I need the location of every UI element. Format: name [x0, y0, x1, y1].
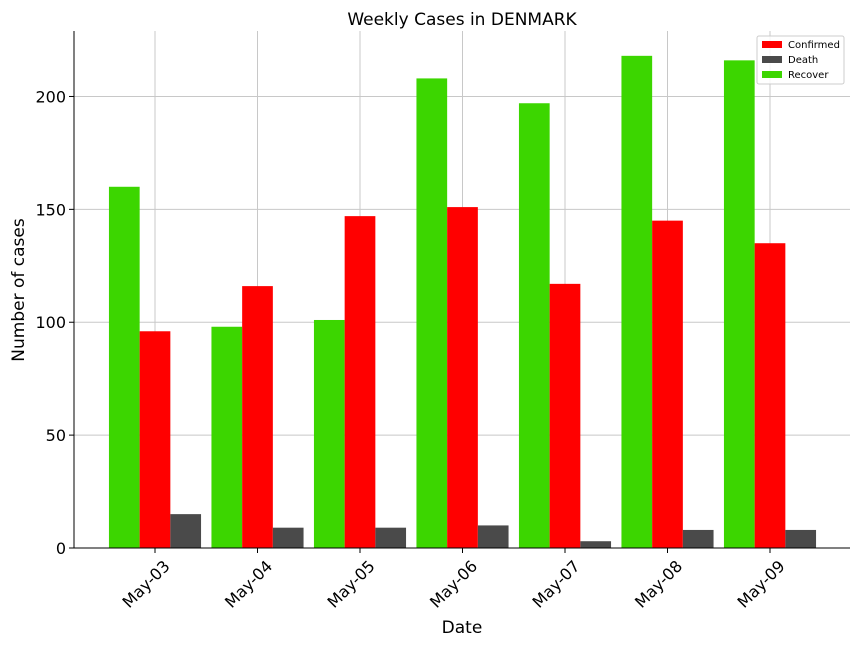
axes	[69, 31, 850, 553]
bar-death-may-04	[272, 527, 304, 548]
bar-death-may-05	[375, 527, 407, 548]
bar-confirmed-may-03	[139, 331, 171, 548]
x-tick-label: May-06	[426, 557, 481, 612]
bar-death-may-08	[682, 529, 714, 548]
bars	[108, 55, 817, 549]
x-tick-label: May-05	[324, 557, 379, 612]
bar-confirmed-may-04	[242, 286, 273, 548]
legend-swatch-confirmed	[762, 41, 782, 48]
bar-death-may-09	[785, 529, 817, 548]
bar-confirmed-may-08	[652, 220, 683, 549]
bar-confirmed-may-06	[447, 207, 478, 548]
bar-recover-may-08	[621, 55, 653, 549]
x-tick-label: May-04	[221, 557, 276, 612]
chart-title: Weekly Cases in DENMARK	[347, 10, 577, 30]
bar-recover-may-06	[416, 78, 448, 549]
y-tick-label: 50	[46, 426, 66, 445]
bar-confirmed-may-09	[754, 243, 786, 549]
x-axis-label: Date	[442, 618, 483, 638]
y-tick-label: 150	[35, 200, 66, 219]
bar-recover-may-07	[518, 103, 550, 549]
x-tick-label: May-09	[734, 557, 789, 612]
legend-swatch-recover	[762, 71, 782, 78]
legend: Confirmed Death Recover	[756, 35, 845, 85]
x-tick-label: May-07	[529, 557, 584, 612]
legend-label-recover: Recover	[788, 70, 829, 81]
y-tick-label: 100	[35, 313, 66, 332]
y-axis-label: Number of cases	[9, 218, 29, 362]
bar-recover-may-04	[211, 326, 243, 548]
bar-death-may-07	[580, 541, 612, 548]
legend-label-death: Death	[788, 55, 818, 66]
bar-recover-may-09	[723, 60, 755, 549]
bar-death-may-03	[170, 514, 202, 548]
legend-label-confirmed: Confirmed	[788, 40, 840, 51]
legend-swatch-death	[762, 56, 782, 63]
bar-confirmed-may-05	[344, 216, 376, 548]
bar-recover-may-03	[108, 186, 140, 549]
bar-recover-may-05	[313, 319, 345, 548]
bar-death-may-06	[477, 525, 509, 548]
y-tick-label: 200	[35, 87, 66, 106]
y-tick-label: 0	[56, 539, 66, 558]
bar-confirmed-may-07	[549, 283, 581, 548]
x-tick-label: May-03	[119, 557, 174, 612]
x-tick-label: May-08	[631, 557, 686, 612]
